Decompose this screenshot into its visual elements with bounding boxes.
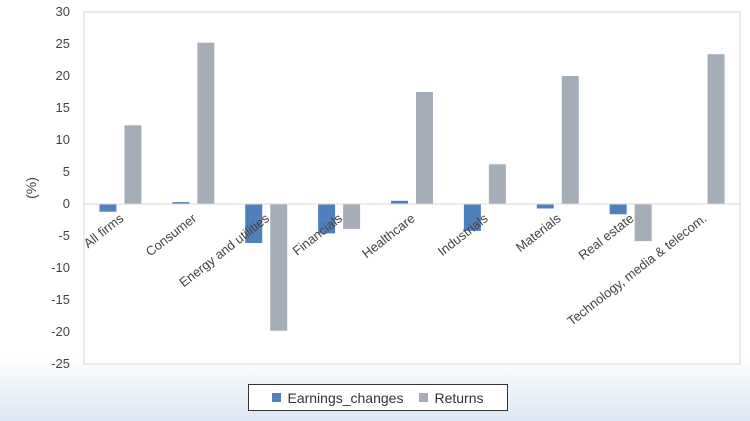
- y-tick-label: 5: [63, 164, 70, 179]
- y-tick-label: -25: [51, 356, 70, 371]
- y-tick-label: 30: [56, 4, 70, 19]
- bar-earnings-changes: [172, 202, 190, 204]
- bar-returns: [707, 54, 725, 204]
- y-tick-label: 10: [56, 132, 70, 147]
- bar-returns: [488, 164, 506, 204]
- plot-area: [83, 11, 741, 365]
- bar-earnings-changes: [609, 204, 627, 215]
- bars-group: [99, 42, 725, 331]
- y-tick-label: 25: [56, 36, 70, 51]
- bar-earnings-changes: [245, 204, 263, 244]
- legend-item-returns: Returns: [419, 389, 484, 406]
- bar-returns: [197, 42, 215, 204]
- legend-label-returns: Returns: [434, 389, 484, 406]
- legend-swatch-returns: [419, 393, 429, 402]
- legend-item-earnings: Earnings_changes: [272, 390, 403, 406]
- y-tick-label: -15: [51, 292, 70, 307]
- bar-returns: [561, 76, 579, 204]
- y-tick-label: 20: [56, 68, 70, 83]
- bar-earnings-changes: [463, 204, 481, 231]
- legend-label-earnings: Earnings_changes: [287, 389, 404, 406]
- y-axis: 30 25 20 15 10 5 0 -5 -10 -15 -20 -25: [51, 4, 70, 371]
- y-tick-label: -20: [51, 324, 70, 339]
- bar-earnings-changes: [99, 204, 117, 212]
- bar-earnings-changes: [391, 200, 408, 204]
- legend-swatch-earnings: [272, 393, 282, 402]
- bar-returns: [634, 204, 652, 242]
- y-axis-title: (%): [23, 177, 39, 199]
- y-tick-label: 15: [56, 100, 70, 115]
- legend: Earnings_changes Returns: [248, 384, 508, 411]
- bar-earnings-changes: [318, 204, 336, 234]
- bar-returns: [416, 92, 433, 204]
- y-tick-label: 0: [63, 196, 70, 211]
- bar-returns: [124, 125, 142, 204]
- bar-returns: [343, 204, 361, 229]
- y-tick-label: -5: [58, 228, 70, 243]
- y-tick-label: -10: [51, 260, 70, 275]
- bar-earnings-changes: [536, 204, 554, 209]
- bar-returns: [270, 204, 288, 331]
